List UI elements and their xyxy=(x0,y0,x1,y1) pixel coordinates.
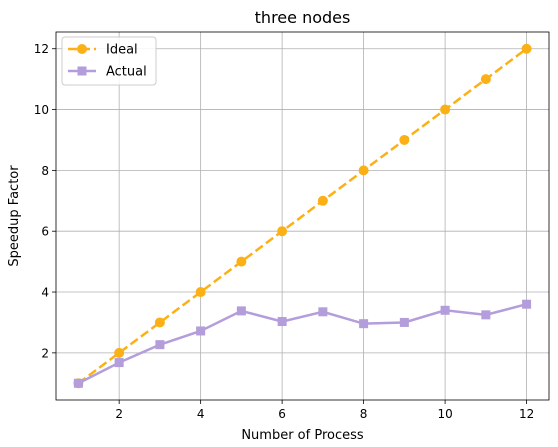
x-axis-label: Number of Process xyxy=(241,428,364,443)
y-tick-label: 4 xyxy=(41,286,49,300)
y-tick-label: 10 xyxy=(34,103,49,117)
x-tick-label: 10 xyxy=(437,407,452,421)
legend: Ideal Actual xyxy=(61,36,157,86)
data-point-actual xyxy=(522,299,532,309)
data-point-ideal xyxy=(440,104,451,115)
series-line-actual xyxy=(77,302,527,385)
data-point-actual xyxy=(236,306,246,316)
data-point-actual xyxy=(318,307,328,317)
series-ideal xyxy=(73,43,532,389)
data-point-ideal xyxy=(277,226,288,237)
chart-title: three nodes xyxy=(255,8,351,27)
data-point-actual xyxy=(359,319,369,329)
ticks: 2 4 6 8 10 12 2 4 6 8 10 12 xyxy=(34,42,535,421)
y-tick-label: 8 xyxy=(41,164,49,178)
data-point-actual xyxy=(155,340,165,350)
data-point-ideal xyxy=(154,317,165,328)
data-point-actual xyxy=(277,317,287,327)
data-point-ideal xyxy=(195,287,206,298)
x-tick-label: 6 xyxy=(278,407,286,421)
x-tick-label: 12 xyxy=(519,407,534,421)
data-point-ideal xyxy=(399,134,410,145)
series-actual xyxy=(73,299,532,388)
grid xyxy=(56,32,549,400)
legend-label-ideal: Ideal xyxy=(106,43,138,58)
data-point-actual xyxy=(440,305,450,315)
y-tick-label: 12 xyxy=(34,42,49,56)
data-point-actual xyxy=(399,317,409,327)
x-tick-label: 8 xyxy=(360,407,368,421)
data-point-ideal xyxy=(317,195,328,206)
data-point-actual xyxy=(73,378,83,388)
y-axis-label: Speedup Factor xyxy=(7,165,22,267)
x-tick-label: 4 xyxy=(197,407,205,421)
plot-frame xyxy=(55,31,550,401)
legend-label-actual: Actual xyxy=(106,65,147,80)
data-point-actual xyxy=(114,358,124,368)
data-point-ideal xyxy=(358,165,369,176)
series-line-ideal xyxy=(77,47,528,385)
data-point-ideal xyxy=(521,43,532,54)
data-point-actual xyxy=(196,326,206,336)
data-point-ideal xyxy=(480,74,491,85)
x-tick-label: 2 xyxy=(115,407,123,421)
legend-marker-actual xyxy=(77,66,87,76)
data-point-ideal xyxy=(236,256,247,267)
data-point-ideal xyxy=(114,347,125,358)
y-tick-label: 2 xyxy=(41,346,49,360)
series-layer xyxy=(73,43,532,389)
y-tick-label: 6 xyxy=(41,225,49,239)
legend-marker-ideal xyxy=(77,44,87,54)
data-point-actual xyxy=(481,310,491,320)
